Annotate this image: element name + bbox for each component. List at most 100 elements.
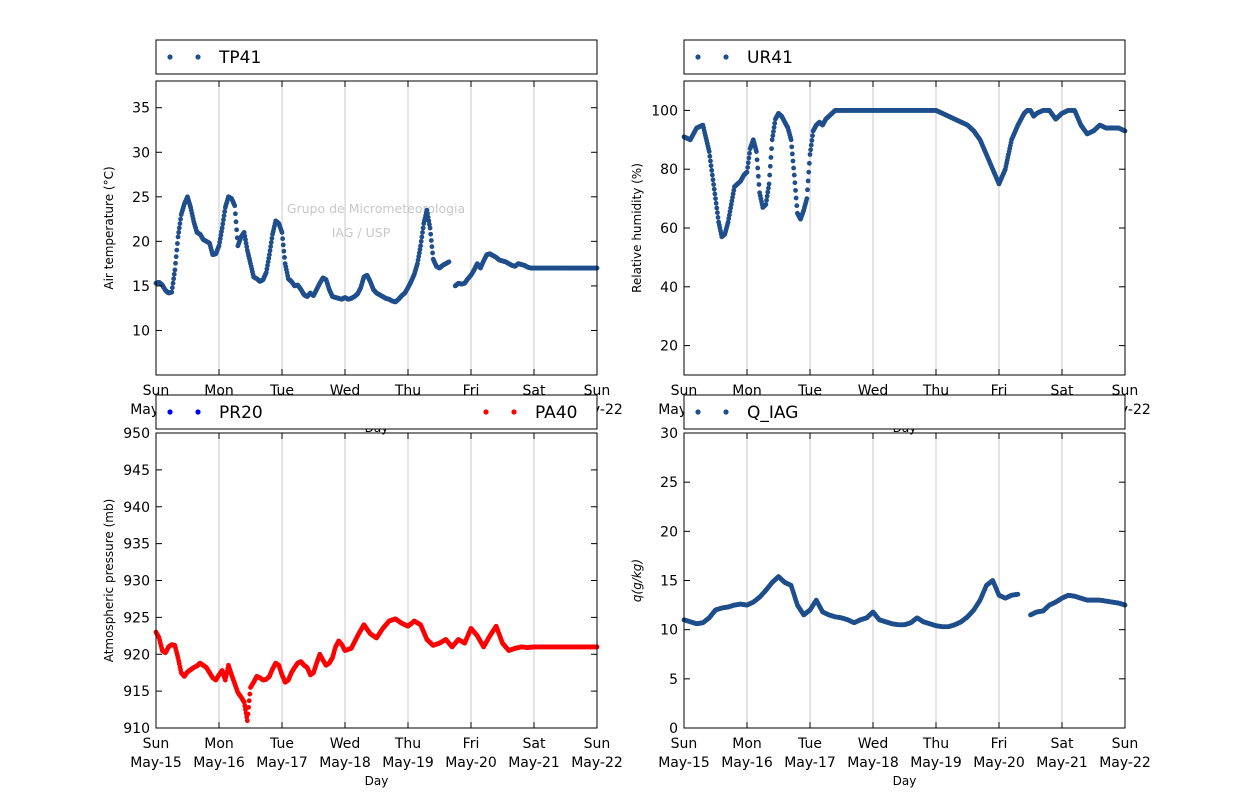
data-point (269, 235, 275, 241)
x-tick-label-date: May-16 (193, 755, 245, 771)
series-PA40 (153, 616, 600, 724)
x-tick-label-date: May-19 (910, 755, 962, 771)
data-point (754, 157, 760, 163)
legend-box (683, 39, 1126, 75)
y-tick-label: 20 (660, 339, 678, 355)
y-tick-label: 920 (123, 647, 150, 663)
y-axis-label: Air temperature (°C) (102, 166, 116, 289)
data-point (419, 234, 425, 240)
x-tick-label-date: May-17 (784, 755, 836, 771)
data-point (219, 225, 225, 231)
data-point (417, 246, 423, 252)
data-point (232, 203, 238, 209)
x-tick-label-date: May-18 (319, 755, 371, 771)
data-point (243, 240, 249, 246)
y-tick-label: 950 (123, 426, 150, 442)
data-point (790, 158, 796, 164)
x-tick-label-date: May-20 (445, 755, 497, 771)
data-point (425, 214, 431, 220)
y-tick-label: 20 (132, 234, 150, 250)
data-point (244, 718, 250, 724)
data-point (793, 187, 798, 193)
data-point (791, 165, 797, 171)
data-point (756, 182, 762, 187)
data-point (246, 698, 252, 704)
data-point (418, 238, 424, 244)
legend-label: UR41 (747, 48, 793, 68)
y-tick-label: 930 (123, 574, 150, 590)
data-point (805, 187, 810, 193)
data-point (446, 259, 452, 265)
y-axis-label: Atmospheric pressure (mb) (102, 499, 116, 663)
data-point (428, 238, 434, 243)
watermark-line2: IAG / USP (332, 225, 391, 240)
plot-frame (683, 80, 1126, 376)
data-point (217, 239, 223, 245)
data-point (171, 271, 177, 277)
data-point (708, 163, 714, 169)
y-tick-label: 100 (651, 103, 678, 119)
x-tick-label-date: May-22 (1099, 755, 1151, 771)
data-point (177, 221, 183, 226)
x-tick-label-date: May-15 (130, 755, 182, 771)
legend-marker (483, 409, 489, 415)
data-point (766, 181, 772, 187)
x-tick-label-date: May-15 (658, 755, 710, 771)
data-point (771, 129, 776, 134)
data-point (233, 219, 239, 225)
legend-label: TP41 (218, 48, 261, 68)
data-point (771, 125, 777, 130)
data-point (242, 703, 248, 709)
legend-4: Q_IAG (683, 394, 1126, 430)
data-point (788, 137, 794, 143)
data-point (246, 704, 252, 710)
data-point (764, 193, 770, 199)
data-point (708, 158, 713, 164)
x-tick-label-date: May-18 (847, 755, 899, 771)
data-point (175, 241, 180, 246)
legend-marker (723, 409, 729, 415)
chart-panel-1: Grupo de Micrometeorologia IAG / USP 10 15 2… (102, 80, 623, 435)
data-point (808, 142, 814, 148)
x-tick-label-date: May-21 (1036, 755, 1088, 771)
data-point (268, 240, 274, 245)
x-tick-label-day: Thu (394, 736, 421, 752)
data-point (428, 231, 434, 237)
x-tick-label-day: Mon (204, 736, 234, 752)
data-point (804, 196, 810, 202)
x-tick-label-day: Sun (143, 736, 170, 752)
x-tick-label-date: May-22 (571, 755, 623, 771)
data-point (810, 133, 815, 139)
x-tick-label-date: May-17 (256, 755, 308, 771)
data-point (808, 147, 814, 153)
y-tick-label: 915 (123, 684, 150, 700)
data-point (807, 152, 813, 157)
data-point (711, 186, 717, 192)
data-point (709, 172, 715, 178)
y-tick-label: 910 (123, 721, 150, 737)
data-point (169, 285, 175, 291)
legend-marker (195, 409, 201, 415)
data-point (427, 225, 433, 231)
data-point (265, 259, 271, 265)
x-tick-label-day: Sun (584, 736, 611, 752)
data-point (175, 234, 181, 240)
legend-marker (511, 409, 517, 415)
y-tick-label: 5 (669, 672, 678, 688)
x-tick-label-day: Mon (732, 736, 762, 752)
x-tick-label-day: Tue (797, 736, 822, 752)
data-point (745, 160, 751, 166)
data-point (806, 160, 812, 166)
legend-marker (167, 409, 173, 415)
data-point (429, 244, 435, 250)
legend-marker (695, 54, 701, 60)
data-point (763, 202, 769, 207)
plot-frame (155, 432, 598, 729)
data-point (427, 222, 432, 227)
y-tick-label: 30 (132, 145, 150, 161)
y-tick-label: 35 (132, 101, 150, 117)
data-point (711, 182, 717, 187)
data-point (768, 155, 774, 160)
watermark-line1: Grupo de Micrometeorologia (287, 201, 465, 216)
